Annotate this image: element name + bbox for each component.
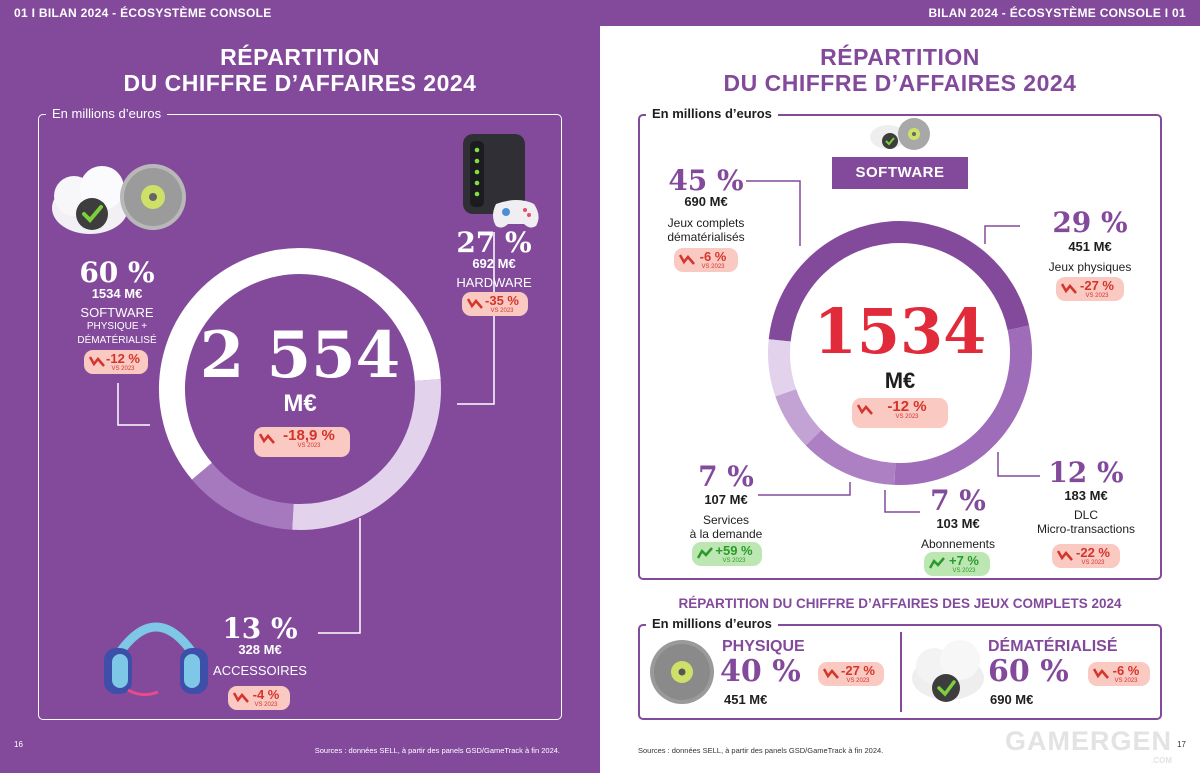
page-number-right: 17 bbox=[1177, 740, 1186, 749]
title-line-1: RÉPARTITION bbox=[220, 44, 380, 70]
dematerialise-pct: 45 % bbox=[668, 164, 744, 197]
trend-down-icon bbox=[1057, 550, 1073, 561]
running-head-right: BILAN 2024 - ÉCOSYSTÈME CONSOLE I 01 bbox=[928, 6, 1186, 20]
accessories-amount: 328 M€ bbox=[238, 642, 282, 657]
physique-amount: 451 M€ bbox=[724, 692, 768, 707]
games-frame bbox=[638, 624, 1162, 720]
physique-pct: 40 % bbox=[720, 654, 801, 689]
services-amount: 107 M€ bbox=[704, 492, 748, 507]
abonnements-amount: 103 M€ bbox=[936, 516, 980, 531]
hardware-amount: 692 M€ bbox=[472, 256, 516, 271]
title-line-2: DU CHIFFRE D’AFFAIRES 2024 bbox=[123, 70, 477, 96]
software-label-box: SOFTWARE bbox=[832, 157, 968, 189]
dlc-change-badge: -22 % VS 2023 bbox=[1052, 544, 1120, 568]
software-amount: 1534 M€ bbox=[91, 286, 143, 301]
top-band bbox=[600, 0, 1200, 26]
software-total-value: 1534 bbox=[813, 295, 987, 368]
software-pct: 60 % bbox=[79, 256, 155, 289]
trend-down-icon bbox=[679, 254, 695, 265]
trend-up-icon bbox=[929, 557, 945, 569]
dematerialise-games-pct: 60 % bbox=[988, 654, 1069, 689]
running-head-left: 01 I BILAN 2024 - ÉCOSYSTÈME CONSOLE bbox=[14, 6, 272, 20]
dematerialise-change-badge: -6 % VS 2023 bbox=[674, 248, 738, 272]
abonnements-pct: 7 % bbox=[930, 484, 986, 517]
chart-frame bbox=[38, 114, 562, 720]
right-page: BILAN 2024 - ÉCOSYSTÈME CONSOLE I 01 RÉP… bbox=[600, 0, 1200, 773]
title-line-2: DU CHIFFRE D’AFFAIRES 2024 bbox=[723, 70, 1077, 96]
abonnements-label: Abonnements bbox=[920, 537, 996, 551]
software-label: SOFTWARE PHYSIQUE + DÉMATÉRIALISÉ bbox=[77, 305, 157, 347]
software-total-unit: M€ bbox=[884, 368, 916, 393]
accessories-label: ACCESSOIRES bbox=[213, 663, 307, 678]
dlc-label: DLC Micro-transactions bbox=[1036, 508, 1136, 536]
frame-label: En millions d’euros bbox=[646, 106, 778, 121]
trend-down-icon bbox=[89, 356, 105, 367]
services-change-badge: +59 % VS 2023 bbox=[692, 542, 762, 566]
page-title-right: RÉPARTITION DU CHIFFRE D’AFFAIRES 2024 bbox=[600, 44, 1200, 96]
abonnements-change-badge: +7 % VS 2023 bbox=[924, 552, 990, 576]
games-divider bbox=[900, 632, 902, 712]
frame-label: En millions d’euros bbox=[46, 106, 168, 121]
dematerialise-games-amount: 690 M€ bbox=[990, 692, 1034, 707]
dematerialise-games-change-badge: -6 % VS 2023 bbox=[1088, 662, 1150, 686]
hardware-pct: 27 % bbox=[456, 226, 532, 259]
physique-change-badge: -27 % VS 2023 bbox=[818, 662, 884, 686]
trend-down-icon bbox=[233, 692, 249, 703]
software-total-change-badge: -12 % VS 2023 bbox=[852, 398, 948, 428]
trend-down-icon bbox=[1061, 283, 1077, 294]
services-pct: 7 % bbox=[698, 460, 754, 493]
hardware-label: HARDWARE bbox=[456, 275, 532, 290]
software-frame bbox=[638, 114, 1162, 580]
physique-heading: PHYSIQUE bbox=[722, 638, 805, 655]
trend-down-icon bbox=[857, 404, 873, 415]
dematerialise-label: Jeux complets dématérialisés bbox=[667, 216, 745, 244]
source-note-left: Sources : données SELL, à partir des pan… bbox=[314, 746, 560, 755]
trend-up-icon bbox=[697, 547, 713, 559]
left-page: 01 I BILAN 2024 - ÉCOSYSTÈME CONSOLE RÉP… bbox=[0, 0, 600, 773]
title-line-1: RÉPARTITION bbox=[820, 44, 980, 70]
trend-down-icon bbox=[467, 298, 483, 309]
dematerialise-amount: 690 M€ bbox=[684, 194, 728, 209]
hardware-change-badge: -35 % VS 2023 bbox=[462, 292, 528, 316]
dlc-pct: 12 % bbox=[1048, 456, 1124, 489]
total-change-badge: -18,9 % VS 2023 bbox=[254, 427, 350, 457]
dematerialise-heading: DÉMATÉRIALISÉ bbox=[988, 638, 1118, 655]
trend-down-icon bbox=[259, 433, 275, 444]
physiques-amount: 451 M€ bbox=[1068, 239, 1112, 254]
page-title-left: RÉPARTITION DU CHIFFRE D’AFFAIRES 2024 bbox=[0, 44, 600, 96]
services-label: Services à la demande bbox=[689, 513, 763, 541]
games-frame-label: En millions d’euros bbox=[646, 616, 778, 631]
total-unit: M€ bbox=[283, 390, 317, 417]
trend-down-icon bbox=[823, 668, 839, 679]
page-number-left: 16 bbox=[14, 740, 23, 749]
total-value: 2 554 bbox=[199, 318, 401, 393]
physiques-change-badge: -27 % VS 2023 bbox=[1056, 277, 1124, 301]
trend-down-icon bbox=[1093, 668, 1109, 679]
dlc-amount: 183 M€ bbox=[1064, 488, 1108, 503]
accessories-pct: 13 % bbox=[222, 612, 298, 645]
software-change-badge: -12 % VS 2023 bbox=[84, 350, 148, 374]
physiques-label: Jeux physiques bbox=[1048, 260, 1132, 274]
accessories-change-badge: -4 % VS 2023 bbox=[228, 686, 290, 710]
games-section-title: RÉPARTITION DU CHIFFRE D’AFFAIRES DES JE… bbox=[678, 596, 1122, 611]
source-note-right: Sources : données SELL, à partir des pan… bbox=[638, 746, 884, 755]
watermark-logo: GAMERGEN .COM bbox=[1004, 726, 1172, 765]
physiques-pct: 29 % bbox=[1052, 206, 1128, 239]
